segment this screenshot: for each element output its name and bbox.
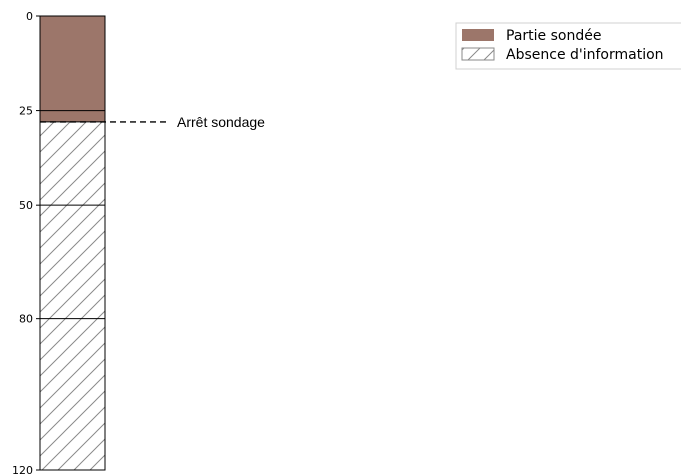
legend: Partie sondée Absence d'information xyxy=(455,22,681,70)
tick-label: 120 xyxy=(12,464,33,474)
probed-section xyxy=(40,16,105,122)
legend-swatch-no-info xyxy=(461,47,495,61)
no-information-section xyxy=(40,121,105,470)
depth-axis: 0 25 50 80 120 xyxy=(12,10,40,474)
tick-label: 50 xyxy=(19,199,33,212)
stop-label: Arrêt sondage xyxy=(177,114,265,130)
legend-label-probed: Partie sondée xyxy=(506,28,601,44)
column-outline xyxy=(39,15,106,471)
tick-label: 80 xyxy=(19,313,33,326)
legend-swatch-probed xyxy=(462,29,494,41)
tick-label: 25 xyxy=(19,105,33,118)
tick-label: 0 xyxy=(26,10,33,23)
legend-label-no-info: Absence d'information xyxy=(506,47,664,63)
